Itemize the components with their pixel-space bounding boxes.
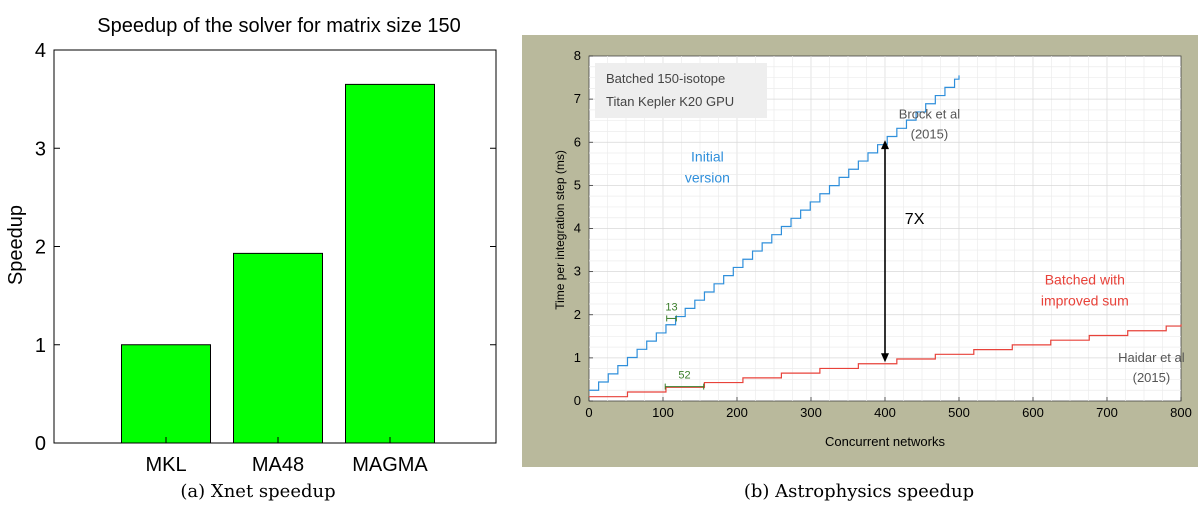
chart-b-info-box: Batched 150-isotope Titan Kepler K20 GPU (595, 63, 767, 118)
y-tick-label: 6 (574, 134, 581, 149)
series-initial-version-line (589, 75, 960, 391)
xnet-speedup-figure: Speedup of the solver for matrix size 15… (5, 15, 497, 502)
speedup-label: 7X (905, 211, 925, 228)
y-tick-label: 0 (574, 393, 581, 408)
astrophysics-speedup-figure: 0 100 200 300 400 500 600 700 800 0 1 2 3 4 5 6 7 8 Initi… (522, 35, 1198, 502)
chart-a-y-axis: 0 1 2 3 4 (35, 40, 496, 455)
chart-b-annotations: Brock et al (2015) Haidar et al (2015) 7X 13 5… (664, 107, 1185, 390)
x-tick-label: 200 (726, 405, 748, 420)
series-label-batched-improved-sum: Batched with (1045, 272, 1125, 288)
info-box-line-2: Titan Kepler K20 GPU (606, 94, 734, 109)
arrow-head-down (881, 353, 889, 363)
step-width-label: 13 (665, 301, 677, 313)
chart-b-x-axis-label: Concurrent networks (825, 434, 945, 449)
chart-a-y-axis-label: Speedup (5, 205, 27, 285)
y-tick-label: 0 (35, 433, 46, 455)
y-tick-label: 5 (574, 177, 581, 192)
y-tick-label: 4 (35, 40, 46, 62)
bar-mkl (121, 344, 211, 444)
citation-label: Haidar et al (1118, 350, 1185, 365)
y-tick-label: 3 (35, 138, 46, 160)
chart-b-axes: 0 100 200 300 400 500 600 700 800 0 1 2 3 4 5 6 7 8 (574, 48, 1192, 420)
x-tick-label: 400 (874, 405, 896, 420)
citation-label: Brock et al (899, 107, 961, 122)
y-tick-label: 1 (35, 335, 46, 357)
x-tick-label: 500 (948, 405, 970, 420)
x-tick-label: MKL (145, 454, 186, 476)
step-width-label: 52 (678, 370, 690, 382)
x-tick-label: 100 (652, 405, 674, 420)
caption-a: (a) Xnet speedup (180, 481, 335, 502)
bar-ma48 (233, 252, 323, 444)
y-tick-label: 7 (574, 91, 581, 106)
series-label-initial-version: Initial (691, 149, 724, 165)
y-tick-label: 4 (574, 221, 581, 236)
x-tick-label: MA48 (252, 454, 304, 476)
series-label-batched-improved-sum: improved sum (1041, 293, 1129, 309)
info-box-line-1: Batched 150-isotope (606, 71, 725, 86)
series-batched-improved-sum-line (589, 324, 1182, 398)
y-tick-label: 2 (35, 237, 46, 259)
x-tick-label: 300 (800, 405, 822, 420)
chart-a-title: Speedup of the solver for matrix size 15… (97, 15, 461, 37)
chart-a-x-axis: MKL MA48 MAGMA (145, 437, 428, 476)
x-tick-label: 600 (1022, 405, 1044, 420)
y-tick-label: 1 (574, 350, 581, 365)
arrow-head-up (881, 140, 889, 150)
bar-magma (345, 83, 435, 444)
caption-b: (b) Astrophysics speedup (744, 481, 974, 502)
info-box-background (595, 63, 767, 118)
chart-a-bars (121, 83, 435, 444)
x-tick-label: 700 (1096, 405, 1118, 420)
chart-b-y-axis-label: Time per integration step (ms) (553, 150, 567, 310)
series-label-initial-version: version (685, 170, 730, 186)
x-tick-label: 800 (1170, 405, 1192, 420)
x-tick-label: 0 (585, 405, 592, 420)
x-tick-label: MAGMA (352, 454, 428, 476)
y-tick-label: 2 (574, 307, 581, 322)
y-tick-label: 3 (574, 264, 581, 279)
citation-label: (2015) (911, 127, 949, 142)
chart-b-series: Initial version Batched with improved sum (589, 75, 1182, 398)
y-tick-label: 8 (574, 48, 581, 63)
citation-label: (2015) (1133, 370, 1171, 385)
